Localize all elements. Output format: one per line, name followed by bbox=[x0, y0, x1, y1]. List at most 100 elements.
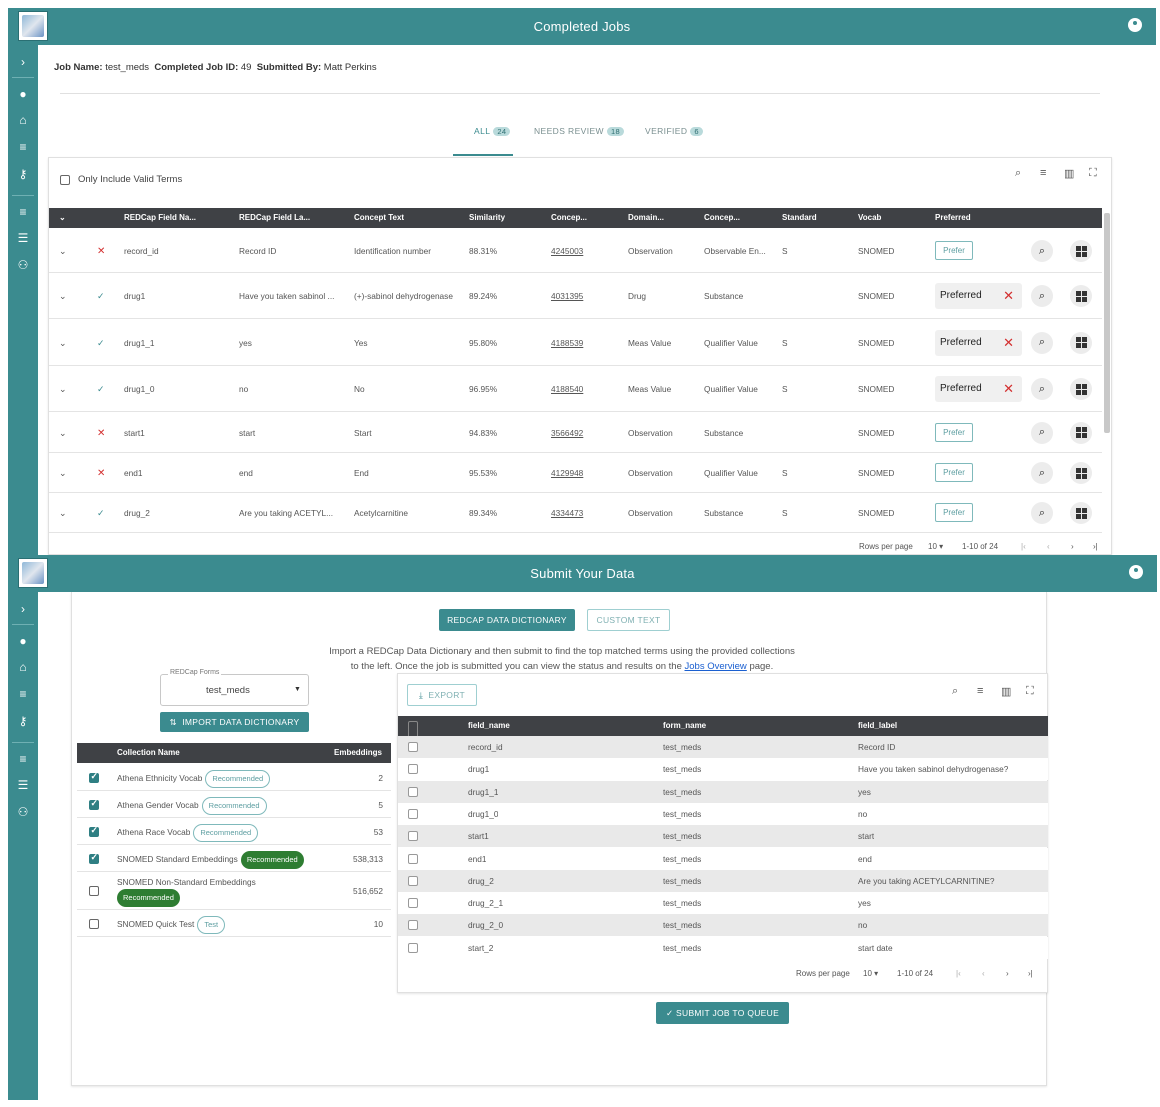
forms-select[interactable]: REDCap Forms test_meds ▼ bbox=[160, 669, 309, 706]
custom-text-button[interactable]: CUSTOM TEXT bbox=[587, 609, 670, 631]
prev-page-icon[interactable]: ‹ bbox=[982, 969, 985, 978]
user-settings-icon[interactable]: ⚇ bbox=[17, 805, 29, 819]
row-checkbox[interactable] bbox=[408, 898, 418, 909]
col-preferred[interactable]: Preferred bbox=[935, 213, 971, 222]
app-logo[interactable] bbox=[18, 11, 48, 41]
col-field-label[interactable]: field_label bbox=[858, 721, 898, 730]
search-concept-icon[interactable]: ⌕ bbox=[1031, 462, 1053, 484]
row-checkbox[interactable] bbox=[408, 920, 418, 931]
import-dictionary-button[interactable]: ⇅ IMPORT DATA DICTIONARY bbox=[160, 712, 309, 732]
key-icon[interactable]: ⚷ bbox=[18, 167, 28, 181]
dictionary-row[interactable]: end1 test_meds end bbox=[398, 847, 1048, 870]
table-row[interactable]: ⌄ ✕ record_id Record ID Identification numbe… bbox=[49, 229, 1102, 273]
prefer-button[interactable]: Prefer bbox=[935, 463, 973, 482]
add-grid-icon[interactable] bbox=[1070, 462, 1092, 484]
jobs-overview-link[interactable]: Jobs Overview bbox=[684, 661, 747, 672]
playlist-icon[interactable]: ≡ bbox=[19, 752, 27, 766]
table-row[interactable]: ⌄ ✕ end1 end End 95.53% 4129948 Observation Qual… bbox=[49, 453, 1102, 493]
dictionary-row[interactable]: drug_2_1 test_meds yes bbox=[398, 892, 1048, 915]
add-grid-icon[interactable] bbox=[1070, 421, 1092, 444]
collection-checkbox[interactable] bbox=[89, 798, 99, 810]
rows-per-page-select[interactable]: 10 ▾ bbox=[928, 542, 944, 551]
col-vocab[interactable]: Vocab bbox=[858, 213, 882, 222]
row-checkbox[interactable] bbox=[408, 742, 418, 752]
search-concept-icon[interactable]: ⌕ bbox=[1031, 331, 1053, 354]
concept-id-link[interactable]: 3566492 bbox=[551, 427, 584, 438]
expand-row-icon[interactable]: ⌄ bbox=[59, 508, 67, 518]
concept-id-link[interactable]: 4245003 bbox=[551, 246, 584, 256]
dictionary-row[interactable]: drug1_1 test_meds yes bbox=[398, 780, 1048, 803]
playlist-icon[interactable]: ≡ bbox=[19, 205, 27, 219]
next-page-icon[interactable]: › bbox=[1071, 542, 1074, 551]
search-concept-icon[interactable]: ⌕ bbox=[1031, 240, 1053, 262]
col-concept-class[interactable]: Concep... bbox=[704, 213, 741, 222]
concept-id-link[interactable]: 4334473 bbox=[551, 508, 584, 518]
row-checkbox[interactable] bbox=[408, 786, 418, 797]
expand-row-icon[interactable]: ⌄ bbox=[59, 468, 67, 478]
table-list-icon[interactable]: ☰ bbox=[17, 778, 29, 792]
col-field-label[interactable]: REDCap Field La... bbox=[239, 213, 311, 222]
rows-per-page-select[interactable]: 10 ▾ bbox=[863, 969, 879, 978]
row-checkbox[interactable] bbox=[408, 831, 418, 842]
row-checkbox[interactable] bbox=[408, 808, 418, 819]
export-button[interactable]: ⤓ EXPORT bbox=[407, 684, 477, 706]
expand-row-icon[interactable]: ⌄ bbox=[59, 337, 67, 348]
col-form-name[interactable]: form_name bbox=[663, 721, 707, 730]
col-concept-id[interactable]: Concep... bbox=[551, 213, 588, 222]
add-grid-icon[interactable] bbox=[1070, 285, 1092, 307]
col-embeddings[interactable]: Embeddings bbox=[334, 748, 383, 757]
col-collection-name[interactable]: Collection Name bbox=[117, 748, 180, 757]
expand-row-icon[interactable]: ⌄ bbox=[59, 384, 67, 394]
prev-page-icon[interactable]: ‹ bbox=[1047, 542, 1050, 551]
remove-preferred-icon[interactable]: ✕ bbox=[1003, 334, 1014, 350]
row-checkbox[interactable] bbox=[408, 853, 418, 864]
concept-id-link[interactable]: 4031395 bbox=[551, 291, 584, 301]
col-concept-text[interactable]: Concept Text bbox=[354, 213, 405, 222]
dictionary-row[interactable]: record_id test_meds Record ID bbox=[398, 736, 1048, 758]
dictionary-row[interactable]: start_2 test_meds start date bbox=[398, 936, 1048, 959]
table-row[interactable]: ⌄ ✓ drug_2 Are you taking ACETYL... Acetylca… bbox=[49, 493, 1102, 533]
collection-checkbox[interactable] bbox=[89, 886, 99, 896]
search-concept-icon[interactable]: ⌕ bbox=[1031, 421, 1053, 444]
add-grid-icon[interactable] bbox=[1070, 240, 1092, 262]
account-icon[interactable] bbox=[1128, 18, 1142, 32]
expand-row-icon[interactable]: ⌄ bbox=[59, 246, 67, 256]
add-grid-icon[interactable] bbox=[1070, 331, 1092, 354]
prefer-button[interactable]: Prefer bbox=[935, 422, 973, 442]
next-page-icon[interactable]: › bbox=[1006, 969, 1009, 978]
table-row[interactable]: ⌄ ✓ drug1_1 yes Yes 95.80% 4188539 Meas Value Qu… bbox=[49, 319, 1102, 366]
concept-id-link[interactable]: 4188539 bbox=[551, 337, 584, 348]
home-icon[interactable]: ⌂ bbox=[19, 113, 27, 127]
last-page-icon[interactable]: ›| bbox=[1093, 542, 1098, 551]
fullscreen-icon[interactable]: ⛶ bbox=[1026, 685, 1034, 697]
expand-row-icon[interactable]: ⌄ bbox=[59, 427, 67, 438]
add-grid-icon[interactable] bbox=[1070, 502, 1092, 524]
col-domain[interactable]: Domain... bbox=[628, 213, 665, 222]
expand-all-icon[interactable]: ⌄ bbox=[59, 213, 66, 222]
dictionary-row[interactable]: drug_2_0 test_meds no bbox=[398, 914, 1048, 937]
collection-checkbox[interactable] bbox=[89, 771, 99, 783]
tab-verified[interactable]: VERIFIED 6 bbox=[645, 126, 703, 136]
col-similarity[interactable]: Similarity bbox=[469, 213, 506, 222]
col-standard[interactable]: Standard bbox=[782, 213, 817, 222]
first-page-icon[interactable]: |‹ bbox=[1021, 542, 1026, 551]
remove-preferred-icon[interactable]: ✕ bbox=[1003, 381, 1014, 396]
col-field-name[interactable]: REDCap Field Na... bbox=[124, 213, 197, 222]
row-checkbox[interactable] bbox=[408, 942, 418, 953]
last-page-icon[interactable]: ›| bbox=[1028, 969, 1033, 978]
table-row[interactable]: ⌄ ✓ drug1_0 no No 96.95% 4188540 Meas Value Qual… bbox=[49, 366, 1102, 412]
concept-id-link[interactable]: 4129948 bbox=[551, 468, 584, 478]
redcap-mode-button[interactable]: REDCAP DATA DICTIONARY bbox=[439, 609, 575, 631]
table-row[interactable]: ⌄ ✓ drug1 Have you taken sabinol ... (+)-sab… bbox=[49, 273, 1102, 319]
collection-row[interactable]: SNOMED Non-Standard Embeddings Recommende… bbox=[77, 872, 391, 910]
search-concept-icon[interactable]: ⌕ bbox=[1031, 378, 1053, 400]
app-logo[interactable] bbox=[18, 558, 48, 588]
columns-icon[interactable]: ▥ bbox=[1064, 168, 1075, 180]
search-concept-icon[interactable]: ⌕ bbox=[1031, 285, 1053, 307]
submit-job-button[interactable]: ✓ SUBMIT JOB TO QUEUE bbox=[656, 1002, 789, 1024]
search-icon[interactable]: ⌕ bbox=[952, 685, 959, 697]
search-concept-icon[interactable]: ⌕ bbox=[1031, 502, 1053, 524]
prefer-button[interactable]: Prefer bbox=[935, 241, 973, 260]
